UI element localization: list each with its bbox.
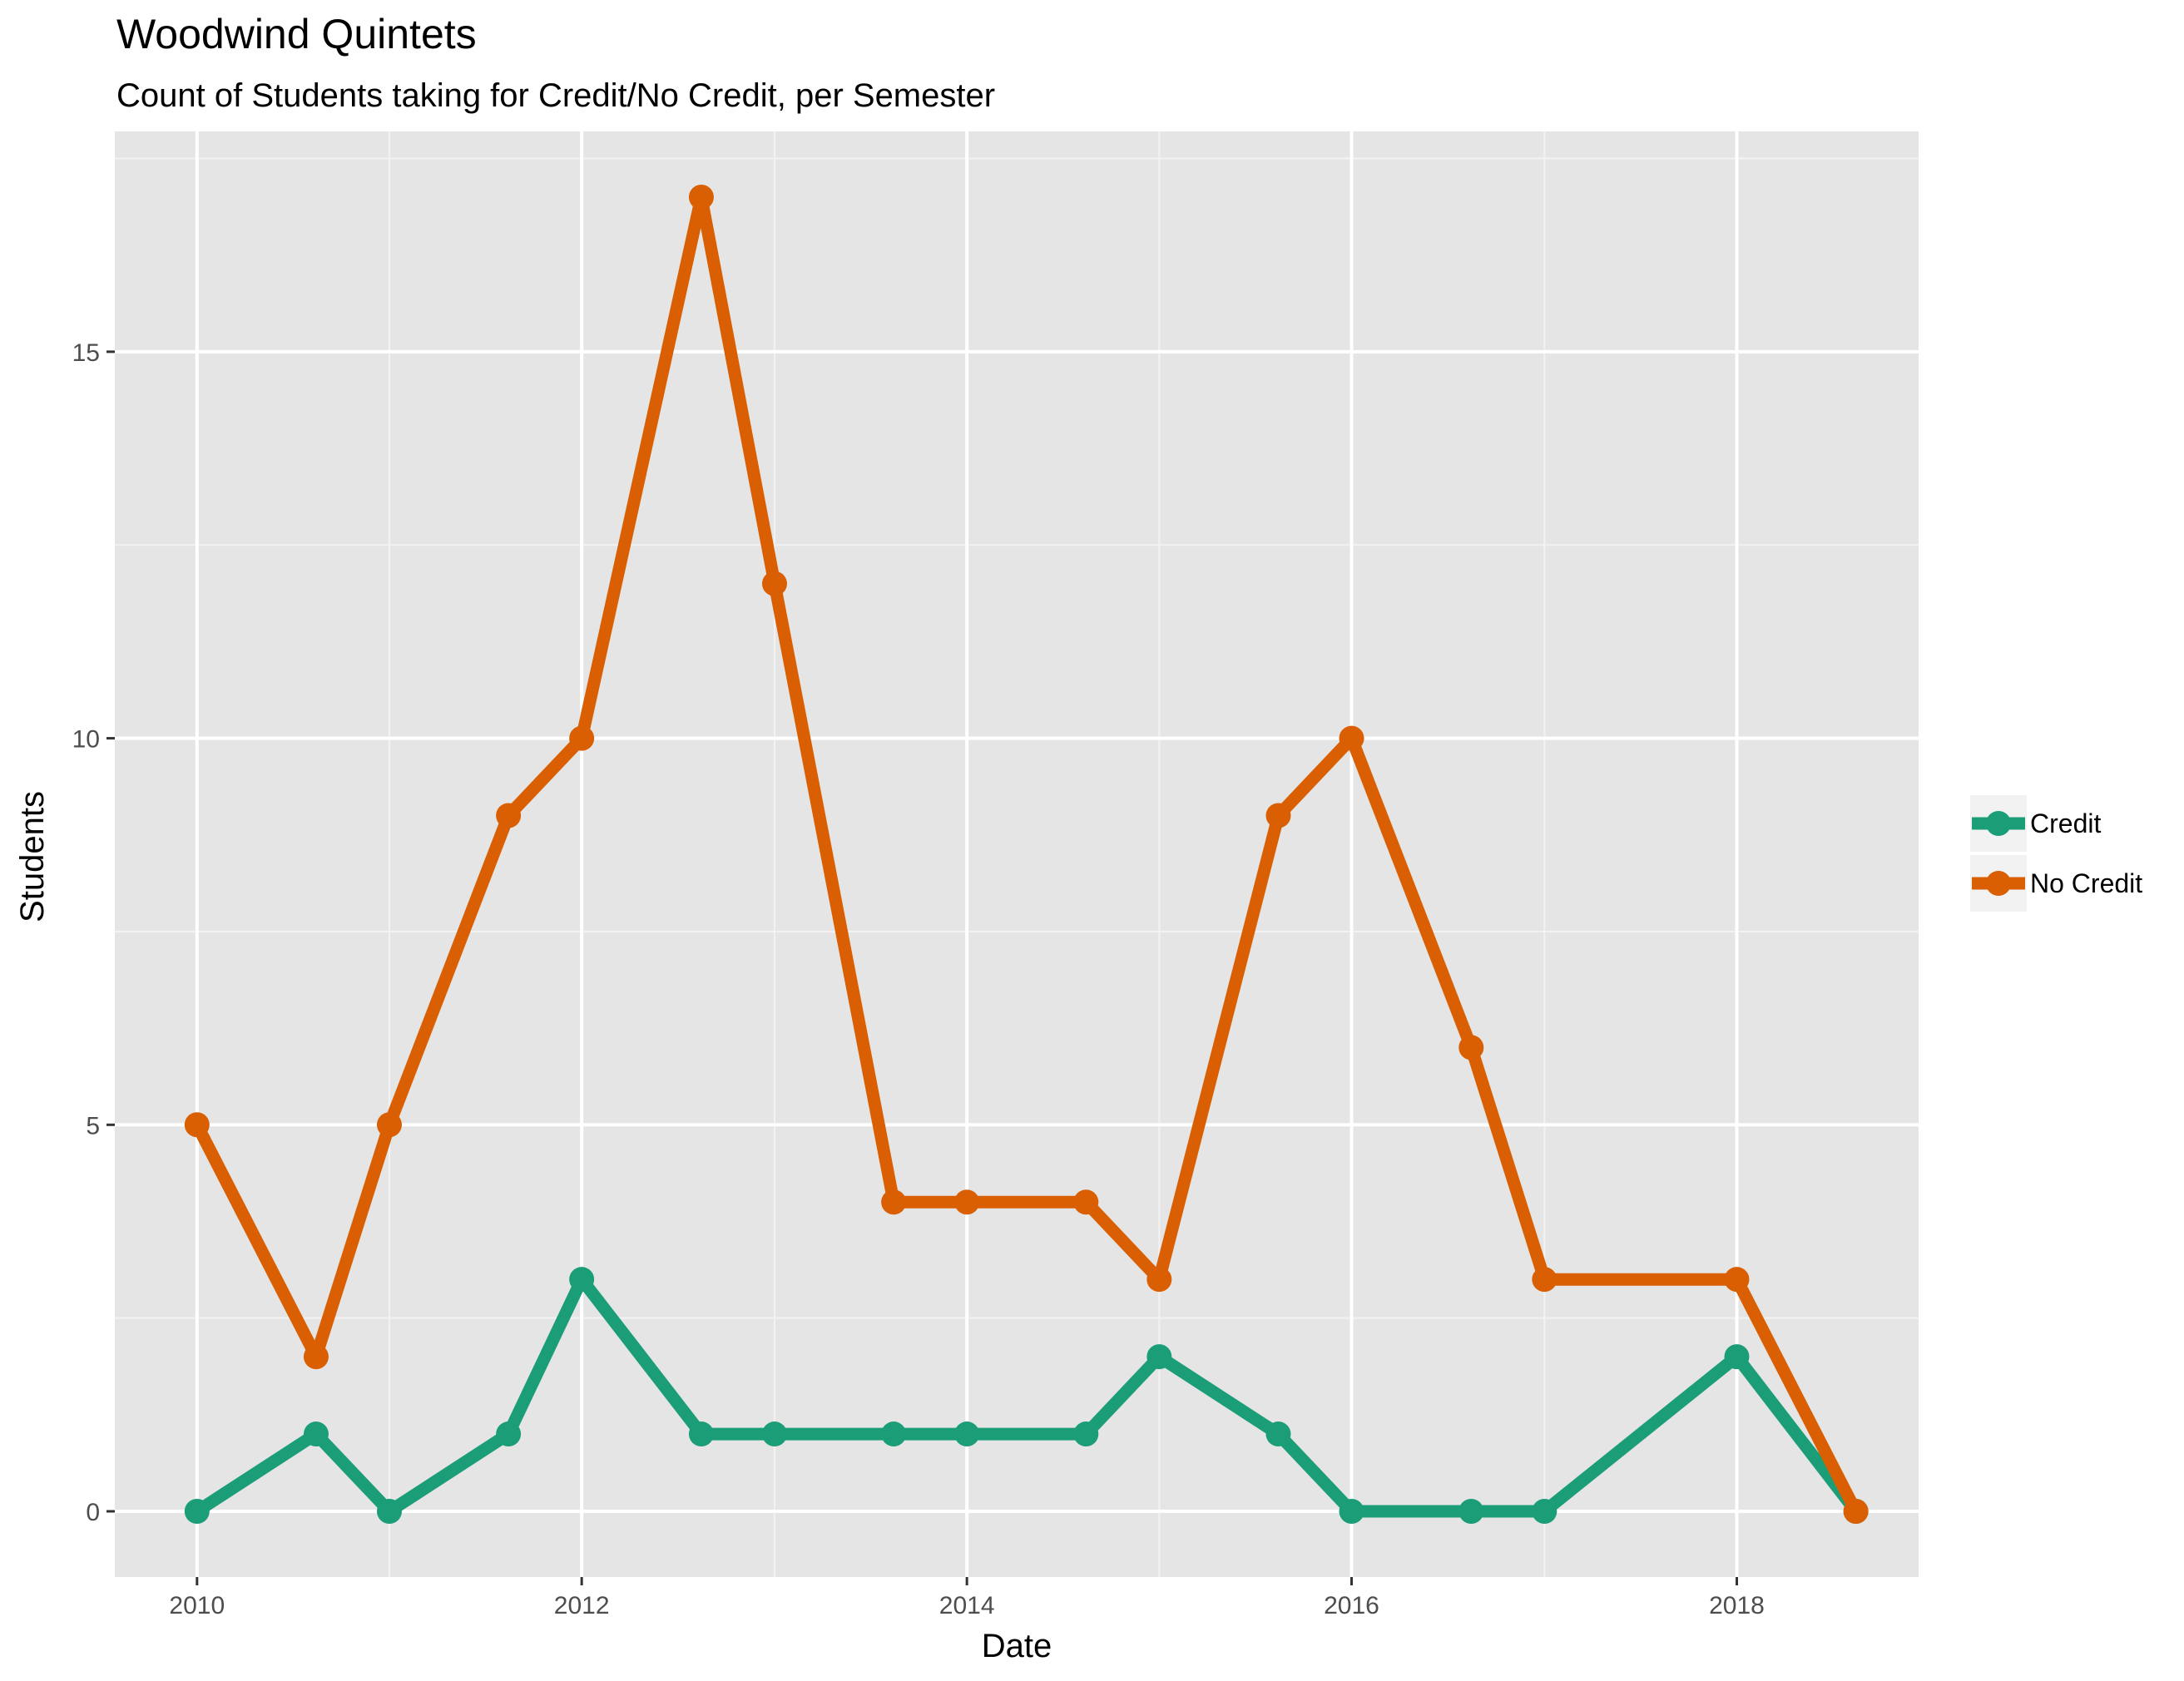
x-tick-label: 2018 bbox=[1709, 1592, 1765, 1619]
data-point bbox=[569, 725, 595, 751]
data-point bbox=[761, 1421, 787, 1447]
data-point bbox=[303, 1344, 329, 1370]
data-point bbox=[954, 1421, 980, 1447]
data-point bbox=[184, 1499, 210, 1524]
minor-gridlines bbox=[115, 131, 1919, 1577]
data-point bbox=[1458, 1499, 1484, 1524]
data-point bbox=[1073, 1189, 1099, 1215]
data-point bbox=[1265, 1421, 1291, 1447]
data-point bbox=[1843, 1499, 1869, 1524]
y-tick-label: 0 bbox=[86, 1499, 100, 1526]
y-tick-label: 10 bbox=[72, 726, 100, 754]
legend: Credit No Credit bbox=[1970, 795, 2142, 912]
data-point bbox=[1339, 1499, 1364, 1524]
data-point bbox=[184, 1112, 210, 1138]
data-point bbox=[954, 1189, 980, 1215]
series-no-credit bbox=[184, 185, 1869, 1524]
data-point bbox=[881, 1189, 907, 1215]
major-gridlines bbox=[115, 131, 1919, 1577]
data-point bbox=[1339, 725, 1364, 751]
data-point bbox=[376, 1499, 402, 1524]
y-tick-label: 15 bbox=[72, 339, 100, 367]
legend-label: No Credit bbox=[2030, 868, 2142, 898]
data-point bbox=[496, 803, 522, 828]
data-point bbox=[569, 1267, 595, 1293]
chart-title: Woodwind Quintets bbox=[116, 11, 477, 57]
data-point bbox=[496, 1421, 522, 1447]
data-point bbox=[1532, 1267, 1558, 1293]
data-point bbox=[881, 1421, 907, 1447]
x-tick-label: 2010 bbox=[169, 1592, 225, 1619]
y-tick-label: 5 bbox=[86, 1112, 100, 1140]
legend-item: Credit bbox=[1970, 795, 2101, 852]
x-tick-label: 2012 bbox=[554, 1592, 610, 1619]
legend-label: Credit bbox=[2030, 808, 2101, 838]
y-axis-title: Students bbox=[14, 791, 51, 922]
axis-ticks bbox=[106, 350, 1738, 1585]
x-axis-title: Date bbox=[982, 1628, 1052, 1664]
data-point bbox=[1458, 1035, 1484, 1061]
data-point bbox=[688, 185, 714, 210]
data-point bbox=[1146, 1267, 1172, 1293]
data-point bbox=[688, 1421, 714, 1447]
data-point bbox=[1532, 1499, 1558, 1524]
data-point bbox=[303, 1421, 329, 1447]
data-point bbox=[1146, 1344, 1172, 1370]
x-tick-label: 2016 bbox=[1324, 1592, 1379, 1619]
data-point bbox=[376, 1112, 402, 1138]
series-credit bbox=[184, 1267, 1869, 1524]
legend-item: No Credit bbox=[1970, 855, 2142, 912]
series-layer bbox=[184, 185, 1869, 1524]
data-point bbox=[1073, 1421, 1099, 1447]
y-axis-tick-labels: 0 5 10 15 bbox=[72, 339, 100, 1526]
x-axis-tick-labels: 2010 2012 2014 2016 2018 bbox=[169, 1592, 1764, 1619]
data-point bbox=[1265, 803, 1291, 828]
legend-key-point bbox=[1986, 871, 2011, 896]
data-point bbox=[761, 571, 787, 596]
chart-subtitle: Count of Students taking for Credit/No C… bbox=[116, 77, 995, 114]
plot-panel bbox=[115, 131, 1919, 1577]
data-point bbox=[1724, 1267, 1750, 1293]
x-tick-label: 2014 bbox=[939, 1592, 995, 1619]
data-point bbox=[1724, 1344, 1750, 1370]
legend-key-point bbox=[1986, 811, 2011, 836]
